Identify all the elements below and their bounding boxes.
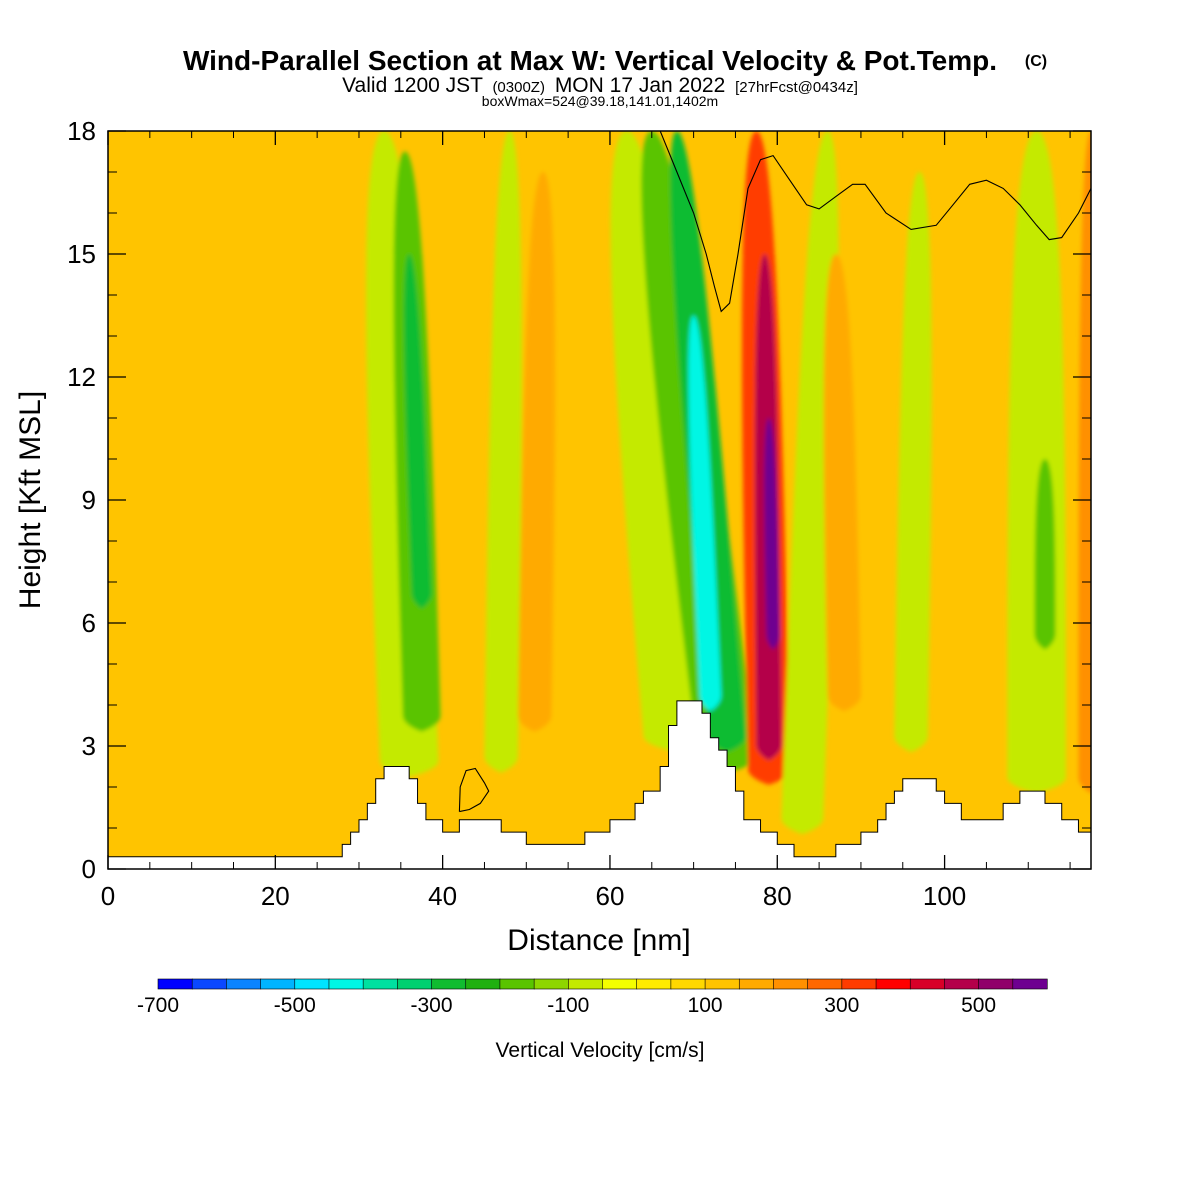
w-band-5 — [517, 172, 556, 732]
colorbar-swatch — [909, 978, 946, 990]
colorbar-swatch — [499, 978, 535, 990]
y-tick-label: 0 — [82, 854, 96, 884]
y-axis-label: Height [Kft MSL] — [14, 391, 47, 609]
w-band-4 — [484, 131, 522, 773]
w-band-15 — [894, 172, 932, 752]
x-tick-label: 100 — [923, 881, 966, 911]
colorbar-swatch — [260, 978, 296, 990]
colorbar-tick-label: -500 — [274, 994, 316, 1017]
colorbar-swatch — [1012, 978, 1048, 990]
plot-frame — [107, 130, 1092, 870]
colorbar-tick-label: -300 — [410, 994, 452, 1017]
colorbar-swatch — [362, 978, 398, 990]
vertical-velocity-field — [313, 131, 1091, 834]
w-band-16 — [1007, 131, 1066, 793]
colorbar-swatch — [397, 978, 433, 990]
w-band-12 — [764, 418, 780, 650]
x-tick-label: 0 — [101, 881, 115, 911]
theta-contour-upper — [659, 131, 1091, 313]
w-band-9 — [688, 315, 722, 711]
colorbar-swatch — [773, 978, 809, 990]
colorbar-label: Vertical Velocity [cm/s] — [496, 1039, 705, 1062]
w-band-14 — [823, 254, 861, 711]
colorbar-swatch — [978, 978, 1014, 990]
colorbar-swatch — [568, 978, 604, 990]
plot-background — [108, 131, 1091, 869]
y-tick-label: 6 — [82, 608, 96, 638]
y-tick-label: 12 — [67, 362, 96, 392]
box-wmax-note: boxWmax=524@39.18,141.01,1402m — [482, 93, 718, 109]
colorbar-swatch — [533, 978, 569, 990]
colorbar-swatch — [670, 978, 706, 990]
colorbar-swatch — [294, 978, 330, 990]
chart-title: Wind-Parallel Section at Max W: Vertical… — [183, 45, 997, 76]
tick-labels: 0 20 40 60 80 100 0 3 6 9 12 15 18 — [67, 116, 966, 911]
y-tick-label: 18 — [67, 116, 96, 146]
colorbar-swatch — [636, 978, 672, 990]
colorbar-swatch — [431, 978, 467, 990]
colorbar-swatch — [875, 978, 911, 990]
copyright-mark: (C) — [1025, 53, 1047, 70]
x-tick-label: 60 — [595, 881, 624, 911]
colorbar-swatch — [328, 978, 364, 990]
x-tick-label: 40 — [428, 881, 457, 911]
w-band-0 — [313, 254, 368, 568]
w-band-13 — [781, 131, 839, 834]
colorbar-tick-labels: -700 -500 -300 -100 100 300 500 — [137, 994, 996, 1017]
subtitle-forecast: [27hrFcst@0434z] — [735, 79, 858, 96]
y-tick-label: 15 — [67, 239, 96, 269]
colorbar-tick-label: 100 — [688, 994, 723, 1017]
theta-contour-small — [458, 767, 490, 813]
subtitle-utc: (0300Z) — [492, 79, 545, 96]
x-axis-label: Distance [nm] — [507, 924, 690, 957]
theta-contours — [458, 131, 1091, 813]
terrain-profile — [107, 700, 1092, 870]
colorbar-swatch — [944, 978, 980, 990]
colorbar-swatch — [602, 978, 638, 990]
colorbar-tick-label: 500 — [961, 994, 996, 1017]
colorbar-swatch — [226, 978, 262, 990]
colorbar-swatch — [157, 978, 193, 990]
colorbar-swatch — [191, 978, 227, 990]
y-tick-label: 3 — [82, 731, 96, 761]
colorbar-swatch — [841, 978, 877, 990]
subtitle-valid: Valid 1200 JST — [342, 74, 483, 97]
x-tick-label: 20 — [261, 881, 290, 911]
colorbar-swatch — [807, 978, 843, 990]
subtitle-date: MON 17 Jan 2022 — [555, 74, 725, 97]
w-band-3 — [403, 254, 432, 609]
plot-area — [107, 130, 1092, 870]
colorbar-swatch — [704, 978, 740, 990]
x-tick-label: 80 — [763, 881, 792, 911]
w-band-17 — [1034, 459, 1056, 650]
colorbar-tick-label: 300 — [824, 994, 859, 1017]
y-tick-label: 9 — [82, 485, 96, 515]
colorbar-tick-label: -100 — [547, 994, 589, 1017]
colorbar-swatch — [465, 978, 501, 990]
colorbar-swatch — [738, 978, 775, 990]
colorbar — [157, 978, 1048, 990]
w-band-18 — [1078, 131, 1091, 793]
chart-subtitle: Valid 1200 JST (0300Z) MON 17 Jan 2022 [… — [342, 74, 858, 97]
colorbar-tick-label: -700 — [137, 994, 179, 1017]
